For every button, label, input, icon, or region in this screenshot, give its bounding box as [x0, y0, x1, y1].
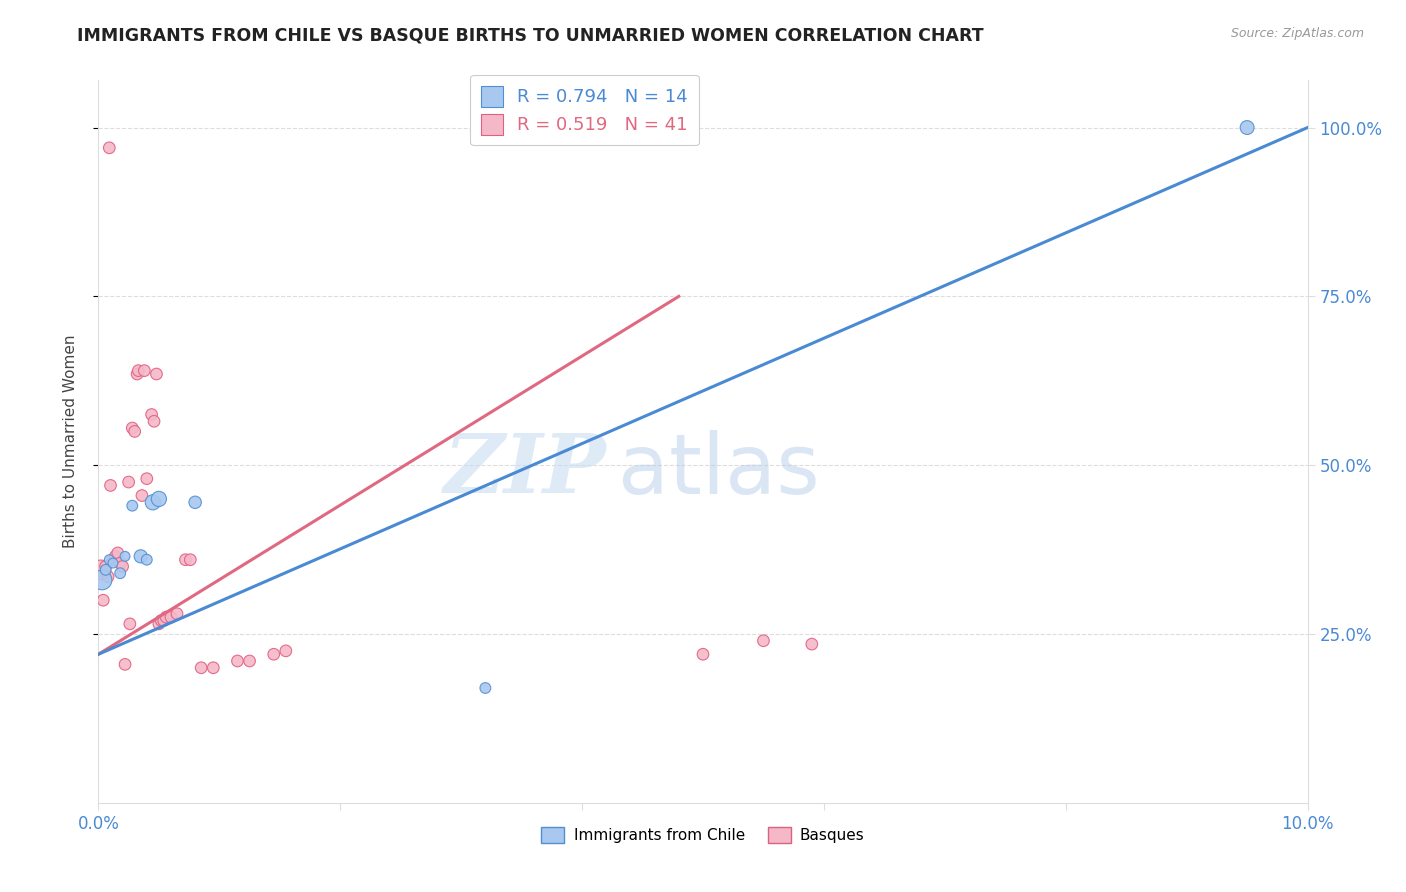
Point	[135, 552, 157, 566]
Text: atlas: atlas	[619, 430, 820, 511]
Point	[104, 549, 127, 564]
Point	[239, 654, 262, 668]
Point	[150, 614, 173, 628]
Text: Source: ZipAtlas.com: Source: ZipAtlas.com	[1230, 27, 1364, 40]
Point	[131, 489, 153, 503]
Point	[107, 546, 129, 560]
Point	[94, 563, 117, 577]
Point	[226, 654, 249, 668]
Point	[800, 637, 823, 651]
Point	[98, 552, 121, 566]
Point	[118, 616, 141, 631]
Point	[148, 491, 170, 506]
Point	[118, 475, 141, 489]
Point	[1236, 120, 1258, 135]
Point	[135, 472, 157, 486]
Point	[127, 367, 149, 381]
Point	[174, 552, 197, 566]
Point	[91, 593, 114, 607]
Point	[752, 633, 775, 648]
Point	[141, 408, 163, 422]
Point	[111, 559, 134, 574]
Point	[101, 556, 124, 570]
Point	[97, 569, 120, 583]
Point	[100, 478, 122, 492]
Point	[179, 552, 201, 566]
Point	[129, 549, 152, 564]
Point	[108, 566, 131, 581]
Text: ZIP: ZIP	[444, 431, 606, 510]
Point	[202, 661, 225, 675]
Point	[143, 414, 166, 428]
Point	[90, 563, 112, 577]
Point	[114, 657, 136, 672]
Point	[121, 421, 143, 435]
Point	[692, 647, 714, 661]
Text: IMMIGRANTS FROM CHILE VS BASQUE BIRTHS TO UNMARRIED WOMEN CORRELATION CHART: IMMIGRANTS FROM CHILE VS BASQUE BIRTHS T…	[77, 27, 984, 45]
Point	[263, 647, 285, 661]
Point	[134, 364, 156, 378]
Point	[166, 607, 188, 621]
Point	[124, 425, 146, 439]
Point	[114, 549, 136, 564]
Point	[148, 616, 170, 631]
Point	[142, 495, 165, 509]
Point	[127, 364, 149, 378]
Point	[94, 559, 117, 574]
Point	[155, 610, 177, 624]
Point	[121, 499, 143, 513]
Point	[160, 610, 183, 624]
Point	[98, 141, 121, 155]
Legend: Immigrants from Chile, Basques: Immigrants from Chile, Basques	[536, 822, 870, 849]
Point	[152, 614, 174, 628]
Point	[91, 573, 114, 587]
Point	[274, 644, 297, 658]
Point	[184, 495, 207, 509]
Point	[190, 661, 212, 675]
Point	[101, 552, 124, 566]
Y-axis label: Births to Unmarried Women: Births to Unmarried Women	[63, 334, 77, 549]
Point	[108, 556, 131, 570]
Point	[145, 367, 167, 381]
Point	[474, 681, 496, 695]
